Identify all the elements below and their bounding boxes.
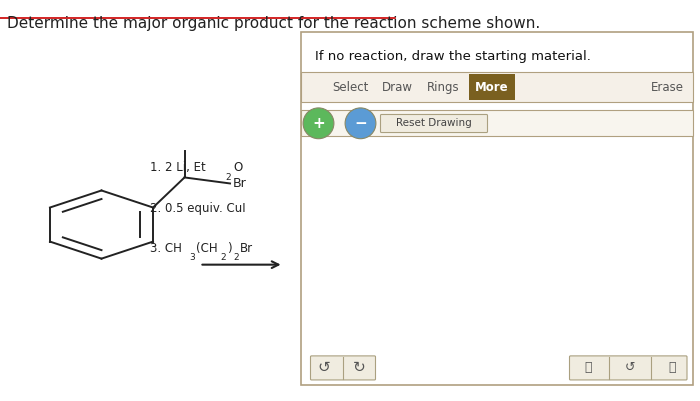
Text: 2: 2 xyxy=(220,253,226,262)
Bar xyxy=(301,110,693,136)
Text: 1. 2 Li, Et: 1. 2 Li, Et xyxy=(150,162,206,174)
Text: ↻: ↻ xyxy=(353,360,365,375)
Text: 2: 2 xyxy=(225,173,231,182)
Text: ↺: ↺ xyxy=(318,360,330,375)
Circle shape xyxy=(303,108,334,139)
FancyBboxPatch shape xyxy=(381,115,487,132)
Text: (CH: (CH xyxy=(196,242,218,255)
Text: 3. CH: 3. CH xyxy=(150,242,183,255)
Text: If no reaction, draw the starting material.: If no reaction, draw the starting materi… xyxy=(315,50,591,63)
Text: Reset Drawing: Reset Drawing xyxy=(396,118,472,128)
Text: Determine the major organic product for the reaction scheme shown.: Determine the major organic product for … xyxy=(7,16,540,31)
Text: ↺: ↺ xyxy=(624,361,635,375)
FancyBboxPatch shape xyxy=(311,356,375,380)
Text: Draw: Draw xyxy=(382,81,412,94)
Text: 2. 0.5 equiv. CuI: 2. 0.5 equiv. CuI xyxy=(150,202,246,215)
Bar xyxy=(469,74,514,100)
Text: 3: 3 xyxy=(189,253,195,262)
Text: Br: Br xyxy=(233,177,246,190)
Text: 🔍: 🔍 xyxy=(584,361,592,375)
Text: More: More xyxy=(475,81,509,94)
Text: −: − xyxy=(354,116,367,131)
Text: Br: Br xyxy=(240,242,253,255)
Text: Rings: Rings xyxy=(427,81,460,94)
Bar xyxy=(301,32,693,385)
Bar xyxy=(301,72,693,102)
Text: O: O xyxy=(233,162,242,174)
Text: +: + xyxy=(312,116,325,131)
FancyBboxPatch shape xyxy=(570,356,687,380)
Text: Select: Select xyxy=(332,81,369,94)
Text: 2: 2 xyxy=(233,253,239,262)
Circle shape xyxy=(345,108,376,139)
Text: Erase: Erase xyxy=(651,81,684,94)
Text: 🔍: 🔍 xyxy=(668,361,676,375)
Text: ): ) xyxy=(228,242,232,255)
